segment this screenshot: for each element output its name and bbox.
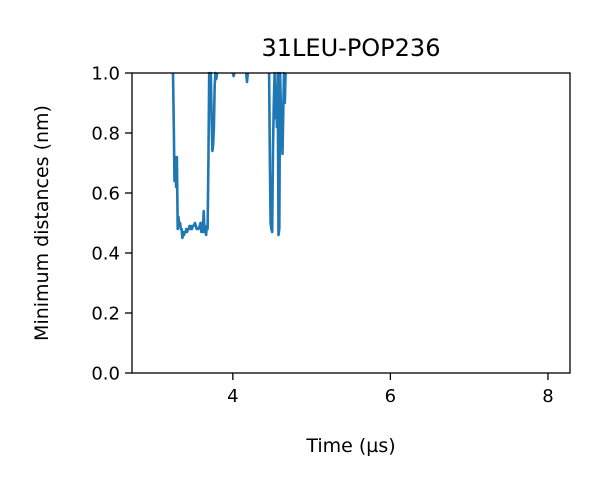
x-tick-label: 6 [385,386,396,407]
x-tick-label: 8 [542,386,553,407]
series-line-segment-4 [267,71,287,237]
y-tick-label: 0.0 [91,364,120,385]
y-tick-label: 0.8 [91,124,120,145]
x-tick-label: 4 [227,386,238,407]
x-axis-ticks: 4 6 8 [227,373,554,407]
x-axis-label: Time (µs) [305,435,395,457]
y-axis-label: Minimum distances (nm) [31,105,53,341]
y-tick-label: 0.4 [91,244,120,265]
series-line-segment-1 [171,71,219,240]
chart-title: 31LEU-POP236 [262,34,441,62]
y-tick-label: 0.6 [91,184,120,205]
series-layer [171,71,287,240]
y-axis-ticks: 0.0 0.2 0.4 0.6 0.8 1.0 [91,64,132,385]
y-tick-label: 1.0 [91,64,120,85]
series-line-segment-3 [244,72,250,84]
y-tick-label: 0.2 [91,304,120,325]
plot-frame [131,72,571,374]
series-line-segment-2 [231,72,236,78]
